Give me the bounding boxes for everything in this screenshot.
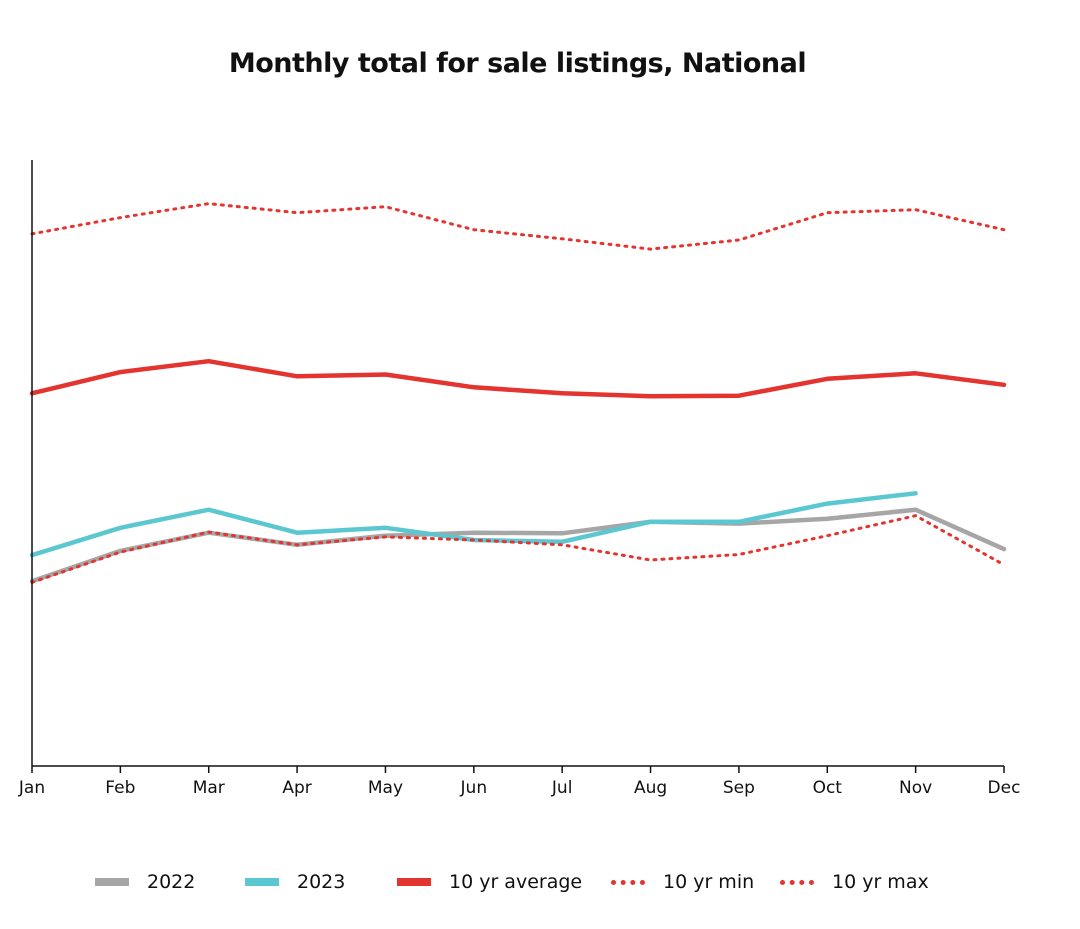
series-line-10-yr-average [29,358,1007,399]
series-line-10-yr-min [30,514,1006,584]
legend-item-2023: 2023 [245,866,345,898]
x-tick-label: Jun [460,778,488,798]
legend-label: 2023 [297,871,346,893]
legend-swatch [397,878,431,886]
legend-item-10-yr-average: 10 yr average [397,866,582,898]
x-tick-label: Aug [634,778,667,798]
x-tick-label: Nov [899,778,932,798]
legend-swatch [95,878,129,886]
legend-label: 10 yr max [832,871,929,893]
legend-swatch [611,879,645,885]
legend-item-10-yr-min: 10 yr min [611,866,754,898]
x-tick-labels: Jan Feb Mar Apr May Jun Jul Aug Sep Oct Nov Dec [18,778,1021,798]
chart-title: Monthly total for sale listings, Nationa… [228,48,807,79]
legend-item-10-yr-max: 10 yr max [780,866,929,898]
x-tick-label: Jan [18,778,45,798]
x-tick-label: Jul [551,778,573,798]
legend-label: 10 yr min [663,871,755,893]
x-tick-label: Sep [723,778,755,798]
series-line-2022 [29,507,1007,584]
x-tick-label: Dec [988,778,1021,798]
x-tick-label: Feb [105,778,135,798]
legend-item-2022: 2022 [95,866,195,898]
legend-swatch [780,879,814,885]
series-layer [29,202,1007,584]
x-tick-label: Apr [282,778,311,798]
axis-layer [31,160,1005,773]
x-tick-label: Mar [193,778,225,798]
legend-label: 10 yr average [449,871,583,893]
series-line-10-yr-max [30,202,1006,251]
x-tick-label: Oct [813,778,843,798]
legend: 2022 2023 10 yr average 10 yr min 10 yr max [0,866,1080,898]
legend-swatch [245,878,279,886]
x-tick-label: May [368,778,403,798]
legend-label: 2022 [147,871,196,893]
